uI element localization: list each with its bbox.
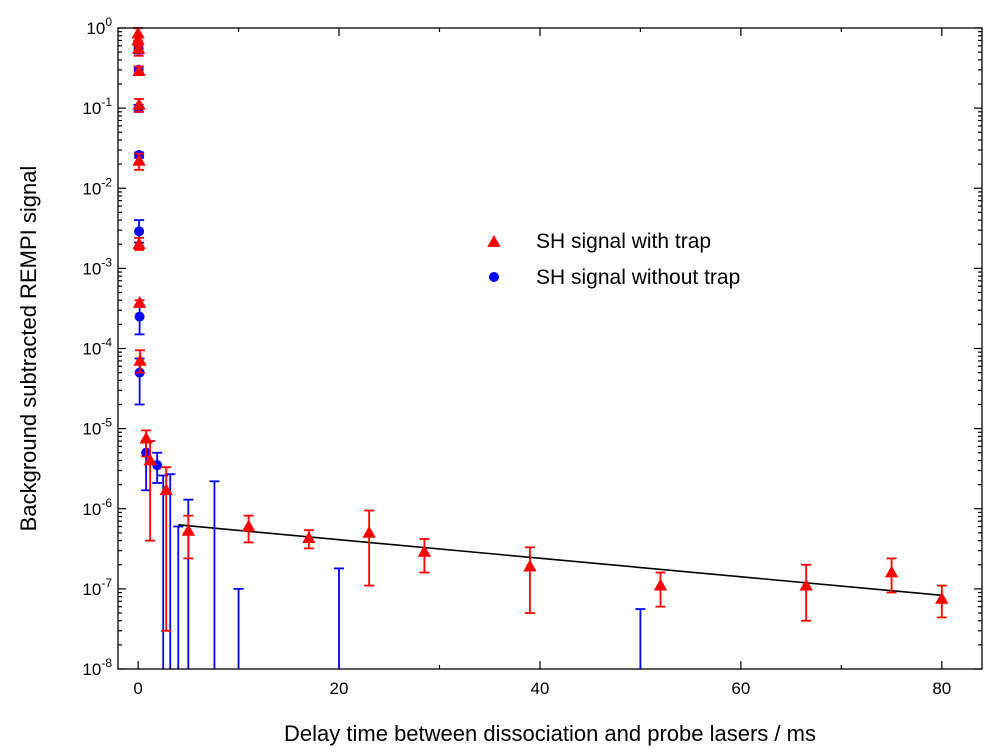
data-point-circle — [134, 226, 145, 237]
x-tick-label: 20 — [330, 679, 349, 698]
legend: SH signal with trap SH signal without tr… — [487, 230, 740, 289]
data-point-triangle — [417, 544, 432, 557]
legend-marker-trap — [487, 235, 501, 247]
y-tick-label: 10-3 — [82, 255, 112, 278]
x-tick-label: 80 — [932, 679, 951, 698]
data-point-triangle — [884, 565, 899, 578]
series-with-trap — [131, 26, 949, 632]
data-point-triangle — [132, 97, 146, 110]
data-point-triangle — [935, 591, 949, 604]
data-point-triangle — [523, 559, 537, 572]
y-tick-label: 100 — [86, 15, 112, 38]
x-tick-label: 60 — [731, 679, 750, 698]
fit-line-group — [178, 524, 942, 597]
y-tick-label: 10-4 — [82, 336, 112, 359]
y-tick-label: 10-1 — [82, 95, 112, 118]
data-point-triangle — [133, 353, 147, 366]
data-point-triangle — [132, 153, 146, 166]
data-point-triangle — [131, 41, 146, 54]
data-point-triangle — [241, 519, 256, 532]
data-point-triangle — [181, 523, 195, 536]
data-point-triangle — [132, 64, 146, 76]
legend-label-no-trap: SH signal without trap — [536, 266, 740, 289]
fit-line — [178, 524, 942, 597]
data-point-circle — [134, 311, 145, 322]
legend-marker-no-trap — [489, 272, 499, 282]
plot-frame — [117, 27, 983, 670]
y-tick-label: 10-8 — [82, 656, 112, 679]
tick-labels: 0 20 40 60 80 10-8 10-7 10-6 10-5 10-4 10-3 10-2 10-… — [82, 15, 951, 698]
series-without-trap — [133, 43, 646, 669]
data-point-triangle — [362, 525, 376, 538]
data-point-triangle — [143, 453, 157, 466]
data-point-triangle — [159, 483, 173, 496]
y-tick-label: 10-5 — [82, 416, 112, 439]
data-point-triangle — [653, 578, 668, 591]
data-point-triangle — [302, 531, 316, 544]
data-point-triangle — [799, 578, 813, 591]
axis-ticks — [118, 27, 982, 670]
legend-label-trap: SH signal with trap — [536, 230, 711, 253]
data-point-triangle — [132, 237, 146, 250]
y-tick-label: 10-2 — [82, 175, 112, 198]
x-axis-title: Delay time between dissociation and prob… — [284, 721, 816, 746]
y-tick-label: 10-7 — [82, 576, 112, 599]
x-tick-label: 0 — [133, 679, 142, 698]
y-axis-title: Background subtracted REMPI signal — [16, 166, 41, 532]
series-group — [131, 26, 949, 669]
x-tick-label: 40 — [530, 679, 549, 698]
data-point-triangle — [132, 295, 147, 308]
y-tick-label: 10-6 — [82, 496, 112, 519]
